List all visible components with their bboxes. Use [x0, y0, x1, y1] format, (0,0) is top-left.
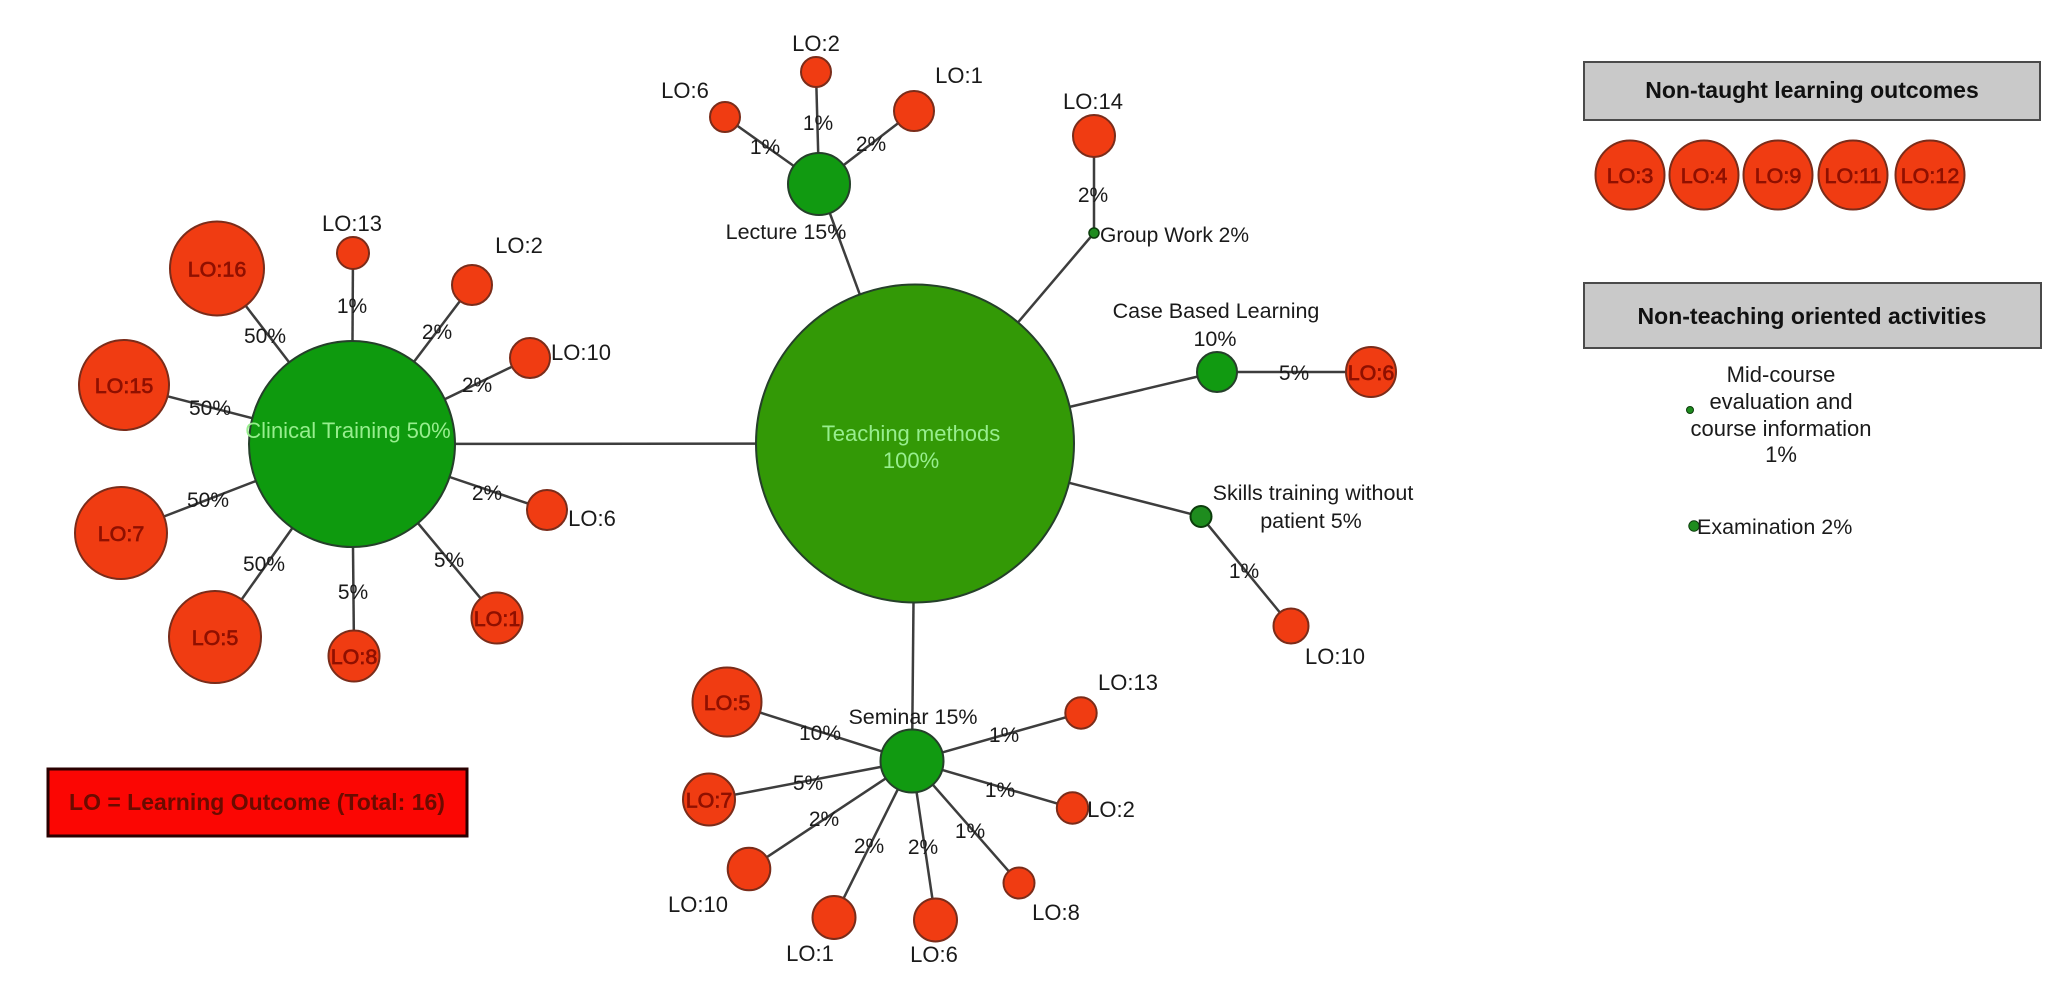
svg-text:LO:10: LO:10: [551, 340, 611, 365]
svg-text:LO:16: LO:16: [188, 258, 247, 282]
svg-text:LO:7: LO:7: [686, 789, 733, 813]
svg-text:LO:5: LO:5: [192, 626, 239, 650]
svg-text:5%: 5%: [434, 549, 464, 572]
svg-text:1%: 1%: [750, 136, 780, 159]
svg-text:LO:11: LO:11: [1825, 164, 1882, 188]
svg-text:LO:1: LO:1: [935, 63, 983, 88]
svg-text:Non-taught learning outcomes: Non-taught learning outcomes: [1645, 77, 1979, 103]
svg-text:10%: 10%: [799, 722, 841, 745]
svg-text:LO:6: LO:6: [568, 506, 616, 531]
svg-text:LO:12: LO:12: [1901, 164, 1960, 188]
svg-text:LO:2: LO:2: [1087, 797, 1135, 822]
svg-text:LO:4: LO:4: [1681, 164, 1728, 188]
svg-text:2%: 2%: [1078, 184, 1108, 207]
svg-text:LO:6: LO:6: [910, 942, 958, 967]
svg-text:2%: 2%: [854, 835, 884, 858]
svg-text:LO = Learning Outcome (Total:: LO = Learning Outcome (Total: 16): [69, 789, 445, 815]
svg-text:Examination 2%: Examination 2%: [1697, 515, 1852, 539]
svg-text:50%: 50%: [187, 489, 229, 512]
svg-text:LO:15: LO:15: [95, 374, 154, 398]
svg-text:LO:3: LO:3: [1607, 164, 1654, 188]
svg-text:1%: 1%: [985, 779, 1015, 802]
svg-text:2%: 2%: [462, 374, 492, 397]
svg-text:LO:7: LO:7: [98, 522, 145, 546]
svg-text:LO:13: LO:13: [1098, 670, 1158, 695]
svg-text:LO:6: LO:6: [661, 78, 709, 103]
svg-text:2%: 2%: [809, 808, 839, 831]
svg-text:5%: 5%: [1279, 362, 1309, 385]
svg-text:LO:1: LO:1: [786, 941, 834, 966]
svg-text:Mid-course: Mid-course: [1727, 362, 1836, 387]
svg-text:evaluation and: evaluation and: [1709, 389, 1852, 414]
svg-text:50%: 50%: [189, 397, 231, 420]
svg-text:5%: 5%: [793, 772, 823, 795]
svg-text:LO:6: LO:6: [1348, 361, 1395, 385]
svg-text:2%: 2%: [856, 133, 886, 156]
svg-text:1%: 1%: [955, 820, 985, 843]
svg-text:patient 5%: patient 5%: [1260, 509, 1362, 533]
svg-text:LO:5: LO:5: [704, 691, 751, 715]
svg-text:LO:10: LO:10: [668, 892, 728, 917]
svg-text:Teaching methods: Teaching methods: [822, 421, 1001, 446]
svg-text:LO:2: LO:2: [495, 233, 543, 258]
svg-text:1%: 1%: [1229, 560, 1259, 583]
svg-text:2%: 2%: [422, 321, 452, 344]
svg-text:course information: course information: [1691, 416, 1872, 441]
svg-text:5%: 5%: [338, 581, 368, 604]
svg-text:1%: 1%: [337, 295, 367, 318]
svg-text:LO:10: LO:10: [1305, 644, 1365, 669]
svg-text:50%: 50%: [244, 325, 286, 348]
svg-text:LO:13: LO:13: [322, 211, 382, 236]
svg-text:Non-teaching oriented activiti: Non-teaching oriented activities: [1638, 303, 1987, 329]
svg-text:1%: 1%: [1765, 442, 1797, 467]
svg-text:Skills training without: Skills training without: [1213, 481, 1414, 505]
svg-text:Group Work 2%: Group Work 2%: [1100, 224, 1249, 247]
svg-text:Lecture 15%: Lecture 15%: [726, 220, 847, 244]
svg-text:Seminar 15%: Seminar 15%: [848, 705, 977, 729]
svg-text:LO:8: LO:8: [331, 645, 378, 669]
svg-text:LO:8: LO:8: [1032, 900, 1080, 925]
svg-text:LO:9: LO:9: [1755, 164, 1802, 188]
svg-text:1%: 1%: [803, 112, 833, 135]
svg-text:10%: 10%: [1193, 327, 1236, 351]
svg-text:LO:14: LO:14: [1063, 89, 1123, 114]
svg-text:1%: 1%: [989, 724, 1019, 747]
svg-text:100%: 100%: [883, 448, 939, 473]
svg-text:Case Based Learning: Case Based Learning: [1113, 299, 1320, 323]
svg-text:2%: 2%: [908, 836, 938, 859]
svg-text:LO:1: LO:1: [474, 607, 521, 631]
svg-text:LO:2: LO:2: [792, 31, 840, 56]
svg-text:2%: 2%: [472, 482, 502, 505]
svg-text:Clinical Training 50%: Clinical Training 50%: [245, 418, 450, 443]
svg-text:50%: 50%: [243, 553, 285, 576]
